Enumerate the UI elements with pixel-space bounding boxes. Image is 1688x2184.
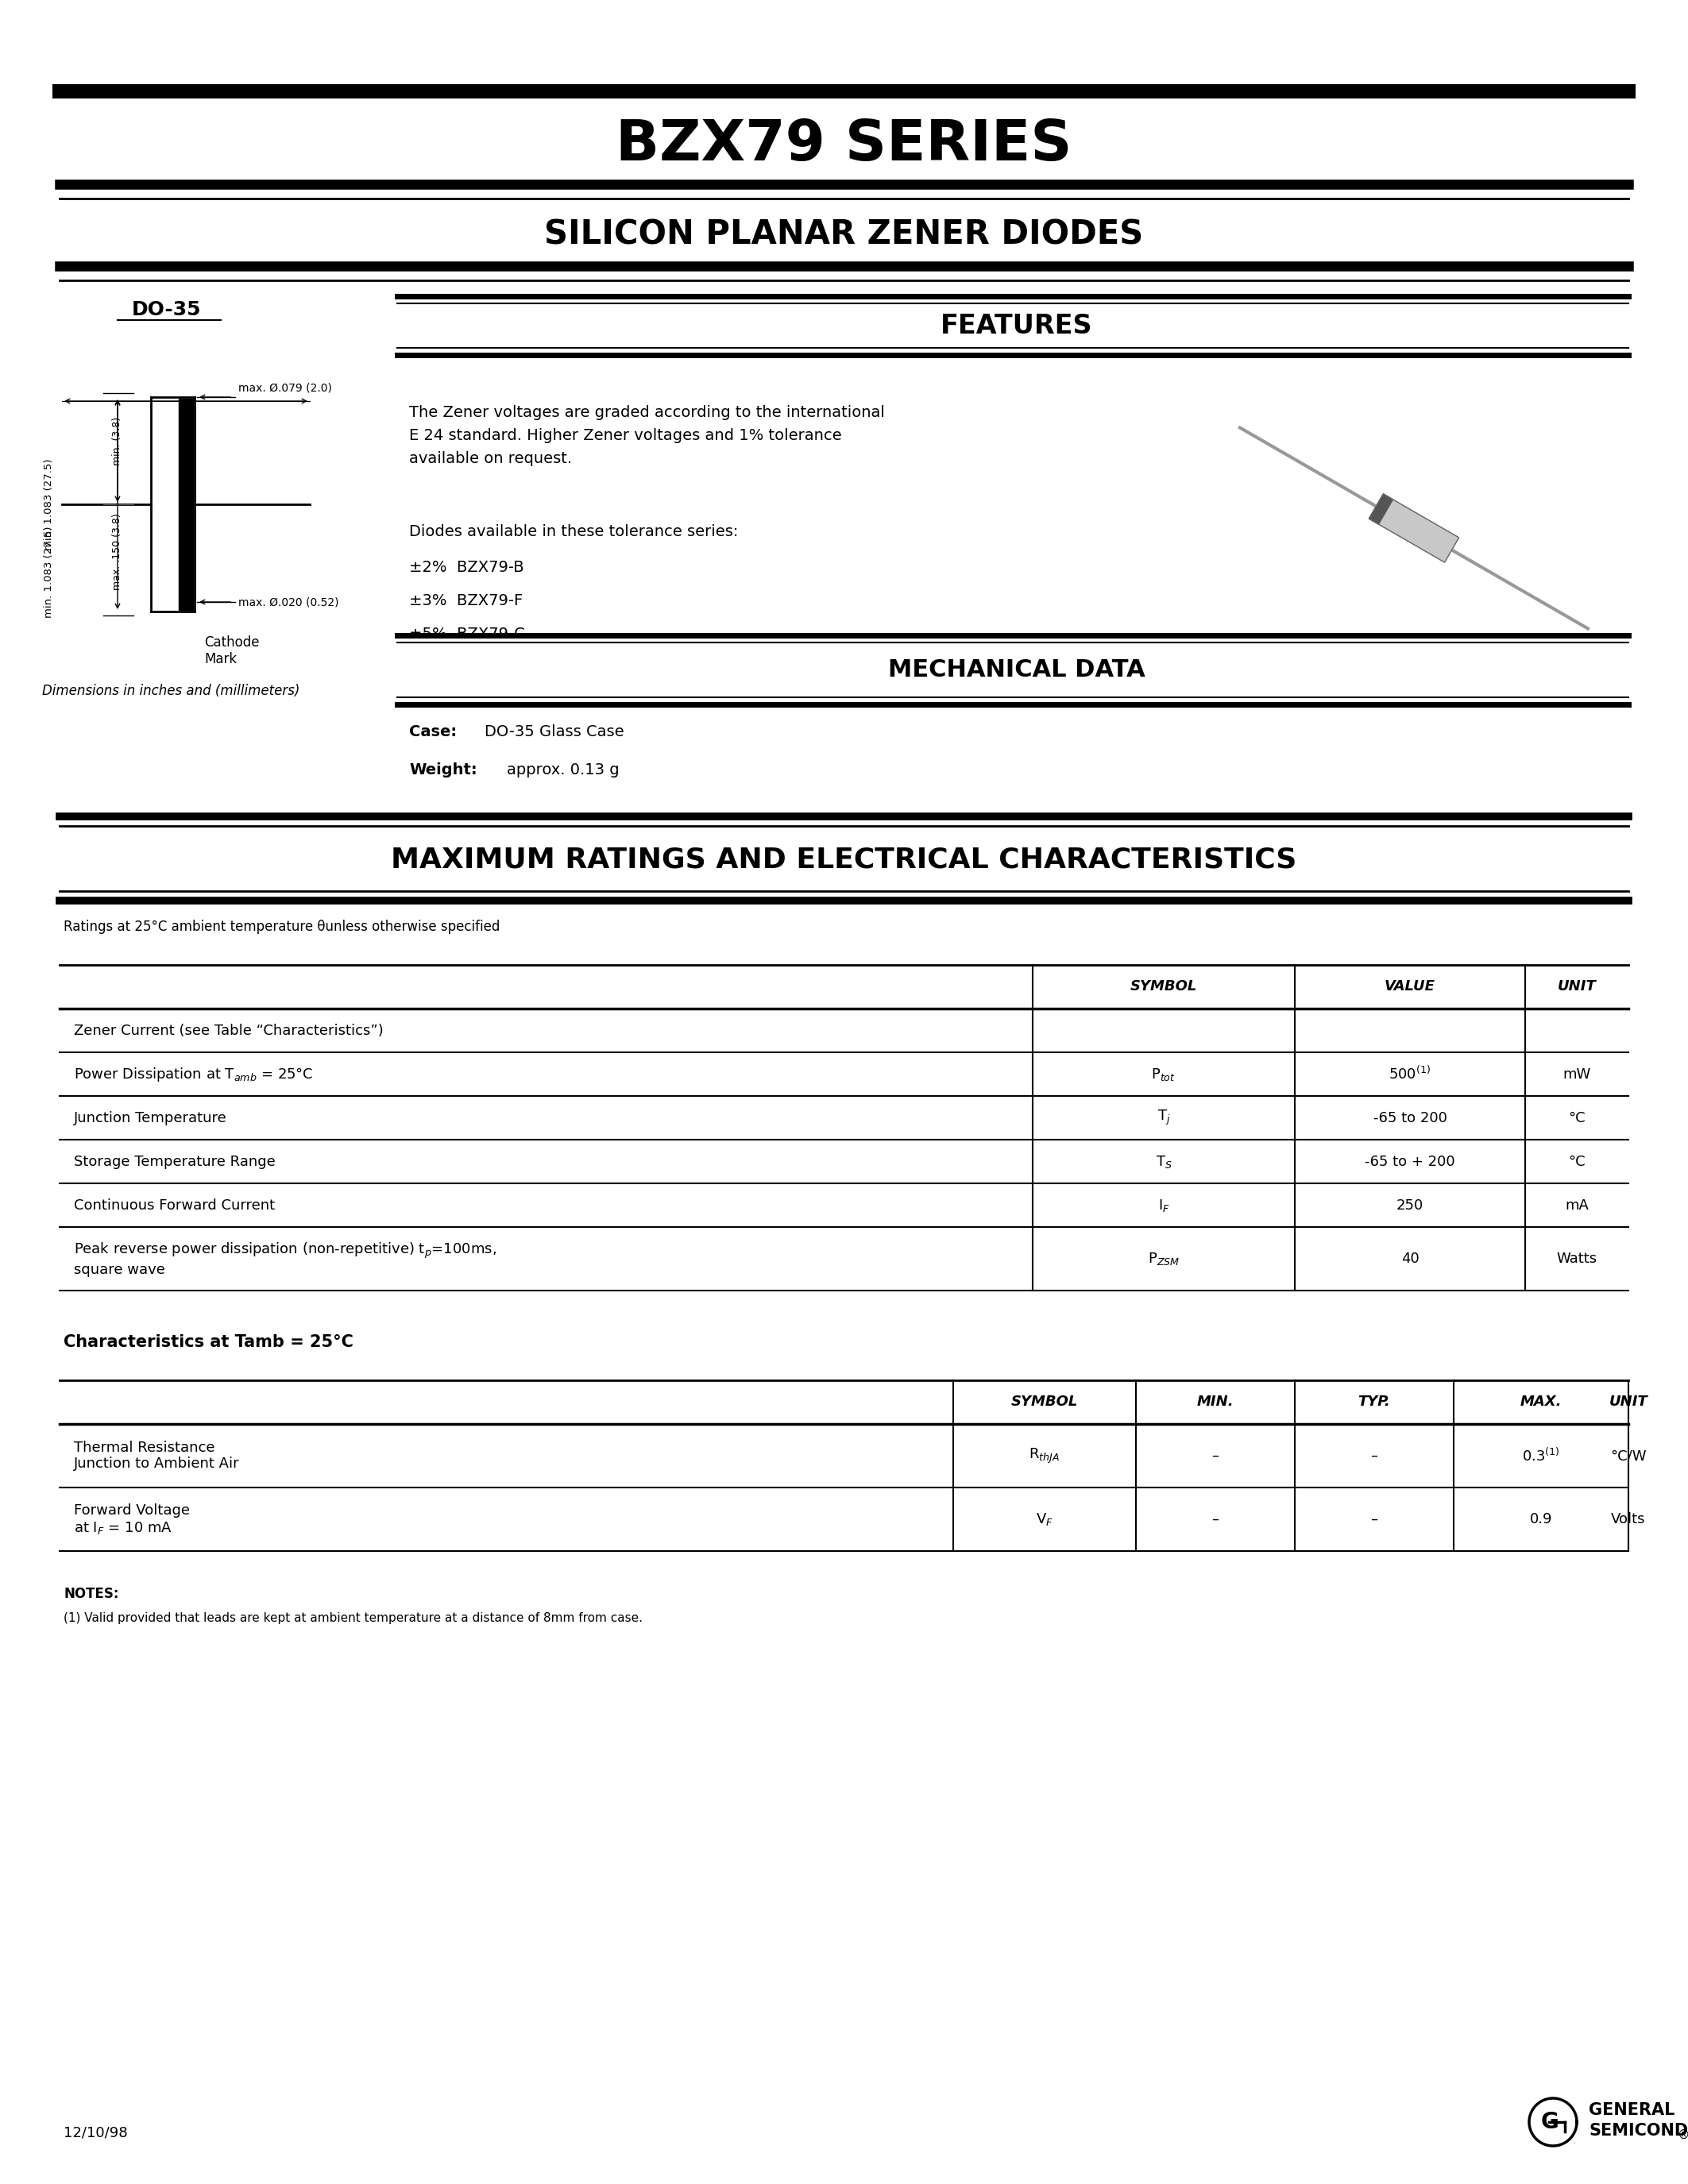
Text: I$_F$: I$_F$ bbox=[1158, 1197, 1170, 1212]
Text: max. Ø.079 (2.0): max. Ø.079 (2.0) bbox=[238, 382, 333, 393]
Text: 500$^{(1)}$: 500$^{(1)}$ bbox=[1389, 1066, 1431, 1083]
Text: Volts: Volts bbox=[1610, 1511, 1646, 1527]
Text: Dimensions in inches and (millimeters): Dimensions in inches and (millimeters) bbox=[42, 684, 300, 699]
Text: GENERAL
SEMICONDUCTOR: GENERAL SEMICONDUCTOR bbox=[1588, 2103, 1688, 2138]
Text: max. Ø.020 (0.52): max. Ø.020 (0.52) bbox=[238, 596, 339, 607]
Text: G: G bbox=[1541, 2112, 1558, 2134]
Text: Ratings at 25°C ambient temperature θunless otherwise specified: Ratings at 25°C ambient temperature θunl… bbox=[64, 919, 500, 935]
Text: UNIT: UNIT bbox=[1558, 978, 1597, 994]
Text: MAXIMUM RATINGS AND ELECTRICAL CHARACTERISTICS: MAXIMUM RATINGS AND ELECTRICAL CHARACTER… bbox=[390, 845, 1296, 874]
Text: ±2%  BZX79-B: ±2% BZX79-B bbox=[408, 559, 523, 574]
Text: min. 1.083 (27.5): min. 1.083 (27.5) bbox=[44, 526, 54, 618]
Text: Continuous Forward Current: Continuous Forward Current bbox=[74, 1199, 275, 1212]
Text: UNIT: UNIT bbox=[1609, 1396, 1647, 1409]
Text: T$_S$: T$_S$ bbox=[1156, 1153, 1171, 1168]
Text: ®: ® bbox=[1678, 2129, 1688, 2140]
Text: DO-35: DO-35 bbox=[132, 299, 201, 319]
Text: °C: °C bbox=[1568, 1112, 1585, 1125]
Text: P$_{tot}$: P$_{tot}$ bbox=[1151, 1066, 1177, 1081]
Text: -65 to + 200: -65 to + 200 bbox=[1366, 1155, 1455, 1168]
Text: Storage Temperature Range: Storage Temperature Range bbox=[74, 1155, 275, 1168]
Text: R$_{thJA}$: R$_{thJA}$ bbox=[1030, 1446, 1060, 1465]
Text: mA: mA bbox=[1565, 1199, 1588, 1212]
Bar bbox=[179, 400, 192, 609]
Text: °C/W: °C/W bbox=[1610, 1448, 1646, 1463]
Text: Forward Voltage
at I$_F$ = 10 mA: Forward Voltage at I$_F$ = 10 mA bbox=[74, 1503, 189, 1535]
Text: min. 1.083 (27.5): min. 1.083 (27.5) bbox=[44, 459, 54, 550]
Text: 12/10/98: 12/10/98 bbox=[64, 2125, 128, 2140]
Text: Power Dissipation at T$_{amb}$ = 25°C: Power Dissipation at T$_{amb}$ = 25°C bbox=[74, 1066, 314, 1083]
Text: SYMBOL: SYMBOL bbox=[1131, 978, 1197, 994]
Text: TYP.: TYP. bbox=[1359, 1396, 1391, 1409]
Text: The Zener voltages are graded according to the international
E 24 standard. High: The Zener voltages are graded according … bbox=[408, 404, 885, 465]
Text: °C: °C bbox=[1568, 1155, 1585, 1168]
Text: 250: 250 bbox=[1396, 1199, 1423, 1212]
Text: approx. 0.13 g: approx. 0.13 g bbox=[506, 762, 619, 778]
Text: V$_F$: V$_F$ bbox=[1036, 1511, 1053, 1527]
Text: SYMBOL: SYMBOL bbox=[1011, 1396, 1079, 1409]
Polygon shape bbox=[1369, 494, 1458, 561]
Text: 40: 40 bbox=[1401, 1251, 1420, 1267]
Text: Zener Current (see Table “Characteristics”): Zener Current (see Table “Characteristic… bbox=[74, 1024, 383, 1037]
Polygon shape bbox=[1369, 494, 1393, 524]
Text: min. (3.8): min. (3.8) bbox=[113, 417, 123, 465]
Text: VALUE: VALUE bbox=[1384, 978, 1435, 994]
Text: –: – bbox=[1371, 1448, 1377, 1463]
Text: (1) Valid provided that leads are kept at ambient temperature at a distance of 8: (1) Valid provided that leads are kept a… bbox=[64, 1612, 643, 1625]
Text: –: – bbox=[1371, 1511, 1377, 1527]
Text: MIN.: MIN. bbox=[1197, 1396, 1234, 1409]
Text: Case:: Case: bbox=[408, 725, 457, 740]
Text: NOTES:: NOTES: bbox=[64, 1588, 118, 1601]
Text: Diodes available in these tolerance series:: Diodes available in these tolerance seri… bbox=[408, 524, 738, 539]
Text: MECHANICAL DATA: MECHANICAL DATA bbox=[888, 657, 1146, 681]
Text: Junction Temperature: Junction Temperature bbox=[74, 1112, 226, 1125]
Text: T$_j$: T$_j$ bbox=[1156, 1109, 1170, 1127]
Text: FEATURES: FEATURES bbox=[940, 312, 1092, 339]
Text: Thermal Resistance
Junction to Ambient Air: Thermal Resistance Junction to Ambient A… bbox=[74, 1439, 240, 1472]
Text: Weight:: Weight: bbox=[408, 762, 478, 778]
Text: Cathode
Mark: Cathode Mark bbox=[204, 636, 260, 666]
Text: BZX79 SERIES: BZX79 SERIES bbox=[616, 118, 1072, 173]
Text: –: – bbox=[1212, 1448, 1219, 1463]
Text: DO-35 Glass Case: DO-35 Glass Case bbox=[484, 725, 625, 740]
Text: 0.3$^{(1)}$: 0.3$^{(1)}$ bbox=[1523, 1448, 1560, 1463]
Text: ±5%  BZX79-C: ±5% BZX79-C bbox=[408, 627, 525, 642]
Text: Characteristics at Tamb = 25°C: Characteristics at Tamb = 25°C bbox=[64, 1334, 353, 1350]
Text: -65 to 200: -65 to 200 bbox=[1372, 1112, 1447, 1125]
Text: Watts: Watts bbox=[1556, 1251, 1597, 1267]
Text: Peak reverse power dissipation (non-repetitive) t$_p$=100ms,
square wave: Peak reverse power dissipation (non-repe… bbox=[74, 1241, 496, 1278]
Text: ±3%  BZX79-F: ±3% BZX79-F bbox=[408, 594, 523, 609]
Text: P$_{ZSM}$: P$_{ZSM}$ bbox=[1148, 1251, 1180, 1267]
Text: 0.9: 0.9 bbox=[1529, 1511, 1553, 1527]
Text: MAX.: MAX. bbox=[1521, 1396, 1561, 1409]
Text: max. .150 (3.8): max. .150 (3.8) bbox=[113, 513, 123, 590]
Text: –: – bbox=[1212, 1511, 1219, 1527]
Text: mW: mW bbox=[1563, 1068, 1590, 1081]
Text: SILICON PLANAR ZENER DIODES: SILICON PLANAR ZENER DIODES bbox=[544, 218, 1143, 251]
